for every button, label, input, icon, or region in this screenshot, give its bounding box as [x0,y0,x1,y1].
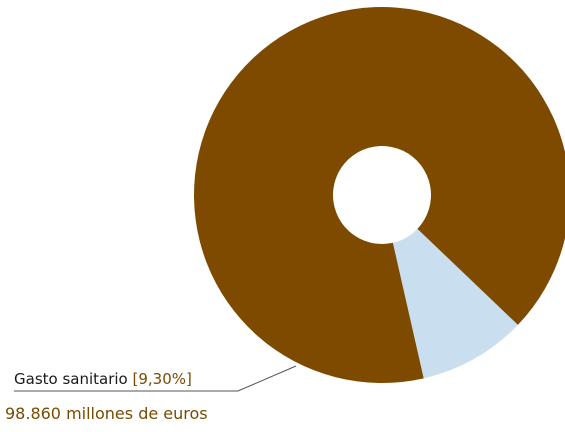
slice-label: Gasto sanitario [9,30%] [14,370,192,388]
donut-slices [194,7,565,383]
amount-label: 98.860 millones de euros [5,404,208,423]
slice-remainder [194,7,565,383]
slice-label-percent: [9,30%] [132,370,192,388]
slice-gasto-sanitario [392,228,518,379]
callout-leader-line [14,365,297,392]
slice-label-name: Gasto sanitario [14,370,128,388]
